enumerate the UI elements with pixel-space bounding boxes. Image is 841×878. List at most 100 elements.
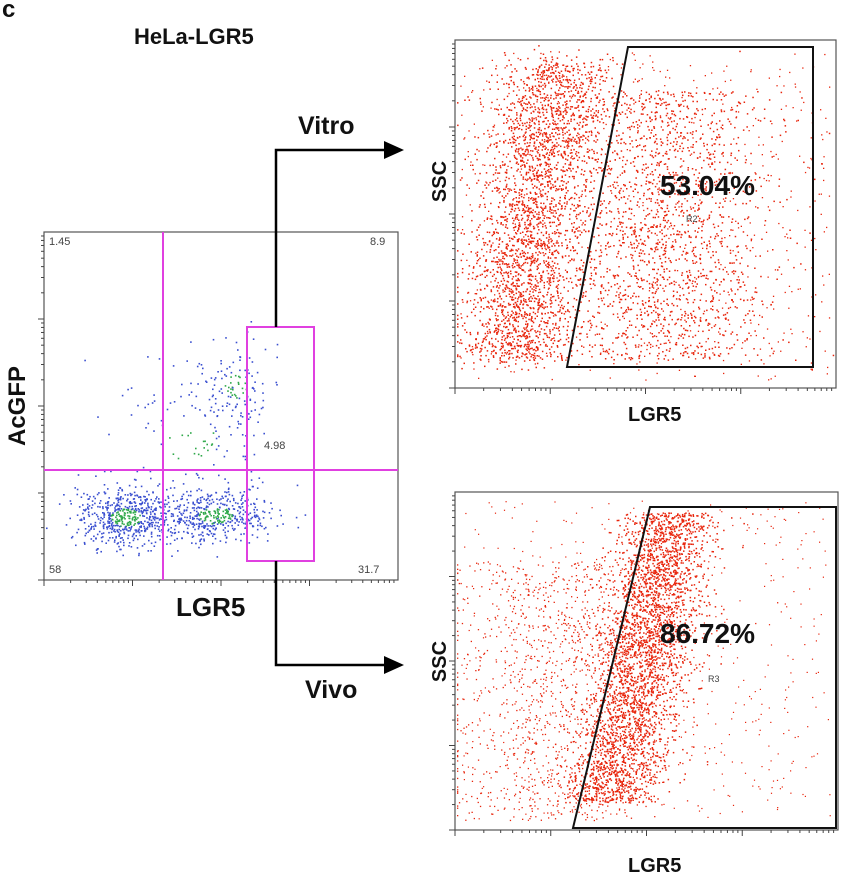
event-point — [514, 182, 516, 184]
event-point — [573, 177, 575, 180]
event-point — [181, 514, 183, 516]
event-point — [536, 232, 539, 235]
event-point — [522, 176, 525, 178]
event-point — [200, 501, 202, 504]
event-point — [551, 221, 554, 224]
event-point — [731, 347, 733, 349]
event-point — [576, 349, 579, 352]
event-point — [534, 94, 537, 97]
event-point — [170, 515, 173, 518]
event-point — [722, 216, 725, 218]
event-point — [97, 518, 100, 520]
event-point — [109, 527, 112, 530]
event-point — [505, 206, 507, 208]
event-point — [625, 330, 627, 332]
event-point — [491, 234, 493, 237]
event-point — [551, 178, 553, 180]
event-point — [516, 335, 519, 338]
event-point — [522, 317, 524, 320]
event-point — [695, 316, 697, 319]
event-point — [579, 283, 582, 286]
event-point — [103, 516, 105, 518]
event-point — [549, 217, 551, 219]
event-point — [617, 142, 619, 144]
event-point — [612, 96, 614, 98]
event-point — [577, 92, 580, 94]
event-point — [526, 326, 528, 328]
event-point — [461, 367, 463, 370]
event-point — [500, 268, 502, 270]
event-point — [569, 260, 571, 262]
event-point — [515, 150, 517, 153]
event-point — [641, 324, 643, 326]
event-point — [687, 189, 689, 192]
event-point — [498, 252, 500, 254]
event-point — [538, 211, 540, 214]
event-point — [710, 301, 712, 303]
event-point — [490, 135, 493, 137]
event-point — [720, 242, 722, 245]
event-point — [103, 491, 106, 493]
event-point — [494, 280, 496, 282]
event-point — [668, 276, 671, 279]
event-point — [577, 185, 579, 187]
event-point — [499, 165, 502, 167]
event-point — [538, 84, 540, 87]
event-point — [552, 323, 554, 325]
event-point — [547, 261, 550, 264]
event-point — [577, 104, 580, 107]
event-point — [699, 317, 702, 319]
event-point — [538, 341, 540, 343]
event-point — [641, 137, 643, 139]
event-point — [564, 255, 567, 257]
event-point — [520, 79, 522, 81]
event-point — [575, 267, 578, 270]
event-point — [118, 545, 120, 548]
event-point — [510, 288, 513, 291]
event-point — [529, 342, 532, 344]
event-point — [627, 336, 629, 338]
event-point — [515, 271, 518, 273]
event-point — [480, 289, 482, 291]
event-point — [565, 186, 567, 188]
event-point — [568, 91, 570, 93]
event-point — [114, 539, 116, 541]
event-point — [696, 108, 698, 110]
event-point — [662, 199, 664, 202]
event-point — [743, 101, 746, 103]
event-point — [553, 147, 556, 150]
event-point — [129, 502, 131, 505]
event-point — [239, 359, 241, 361]
event-point — [527, 343, 529, 345]
event-point — [538, 272, 540, 274]
event-point — [505, 271, 507, 274]
event-point — [209, 525, 211, 527]
event-point — [136, 547, 139, 549]
event-point — [545, 140, 548, 142]
event-point — [533, 289, 535, 291]
event-point — [674, 193, 676, 195]
event-point — [559, 107, 561, 109]
event-point — [706, 143, 708, 146]
event-point — [600, 75, 602, 78]
event-point — [496, 332, 499, 334]
event-point — [553, 152, 555, 154]
event-point — [648, 341, 650, 344]
event-point — [702, 312, 705, 315]
event-point — [579, 84, 582, 86]
event-point — [496, 308, 498, 311]
event-point — [520, 299, 522, 302]
event-point — [549, 123, 551, 125]
event-point — [571, 95, 574, 98]
event-point — [515, 144, 517, 147]
event-point — [472, 267, 475, 269]
event-point — [660, 201, 663, 203]
event-point — [714, 261, 716, 264]
event-point — [599, 204, 602, 206]
event-point — [551, 146, 553, 149]
event-point — [525, 103, 527, 105]
event-point — [169, 402, 172, 404]
event-point — [582, 82, 584, 85]
event-point — [681, 272, 684, 274]
event-point — [520, 256, 522, 258]
